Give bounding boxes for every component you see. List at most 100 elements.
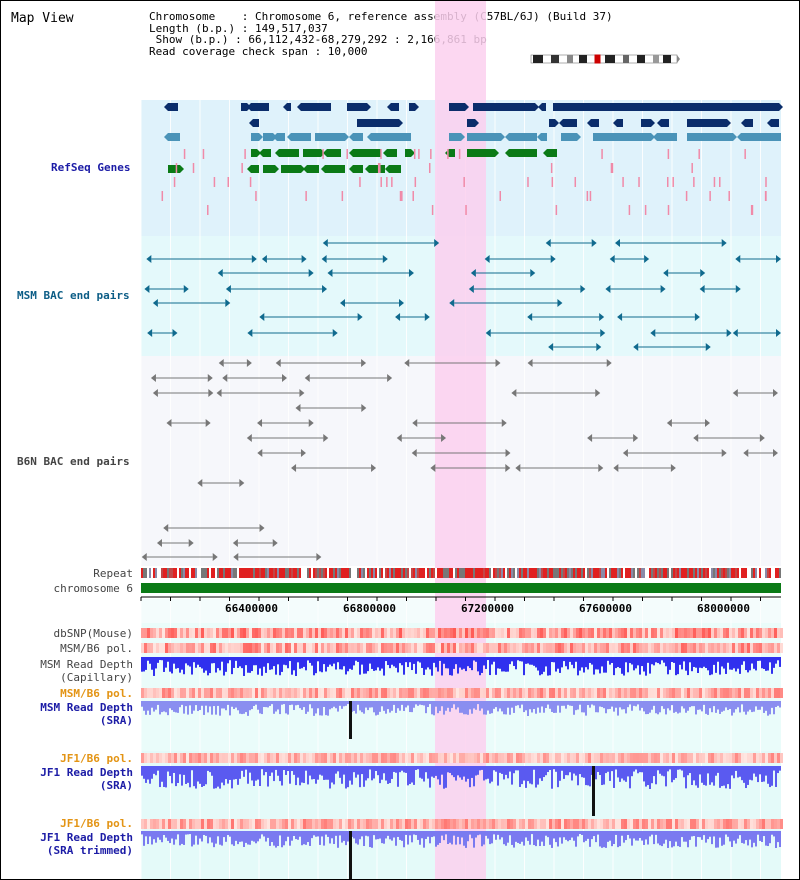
depth-bar xyxy=(669,831,671,842)
heat-cell xyxy=(615,628,618,638)
bac-end xyxy=(527,313,533,321)
dbsnp-label[interactable]: dbSNP(Mouse) xyxy=(53,627,133,640)
gene-tick xyxy=(241,163,243,173)
heat-cell xyxy=(240,819,243,829)
repeat-mark xyxy=(681,568,683,578)
depth-bar xyxy=(489,766,491,784)
heat-cell xyxy=(378,628,381,638)
heat-cell xyxy=(204,688,207,698)
heat-cell xyxy=(156,753,159,763)
msm-depth-sra-label[interactable]: MSM Read Depth xyxy=(40,701,133,714)
heat-cell xyxy=(159,628,162,638)
depth-bar xyxy=(675,701,677,712)
jf1-b6-pol-label-1[interactable]: JF1/B6 pol. xyxy=(60,752,133,765)
depth-bar xyxy=(201,701,203,706)
repeat-mark xyxy=(159,568,161,578)
depth-bar xyxy=(207,831,209,844)
depth-bar xyxy=(567,831,569,842)
depth-bar xyxy=(347,657,349,672)
heat-cell xyxy=(288,628,291,638)
depth-bar xyxy=(381,831,383,844)
heat-cell xyxy=(417,819,420,829)
depth-bar xyxy=(511,657,513,662)
heat-cell xyxy=(513,688,516,698)
msm-bac-label[interactable]: MSM BAC end pairs xyxy=(17,289,130,302)
repeat-mark xyxy=(483,568,485,578)
jf1-depth-sra-label[interactable]: JF1 Read Depth xyxy=(40,766,133,779)
heat-cell xyxy=(444,688,447,698)
bac-end xyxy=(163,524,169,532)
depth-bar xyxy=(303,766,305,784)
heat-cell xyxy=(276,628,279,638)
depth-bar xyxy=(631,701,633,711)
heat-cell xyxy=(279,628,282,638)
heat-cell xyxy=(333,819,336,829)
heat-cell xyxy=(318,753,321,763)
heat-cell xyxy=(306,819,309,829)
depth-bar xyxy=(673,701,675,713)
gene-feature xyxy=(263,149,271,157)
repeat-label[interactable]: Repeat xyxy=(93,567,133,580)
repeat-mark xyxy=(287,568,289,578)
bac-end xyxy=(470,269,476,277)
depth-bar xyxy=(605,831,607,848)
repeat-mark xyxy=(679,568,681,578)
heat-cell xyxy=(309,819,312,829)
chromosome-label[interactable]: chromosome 6 xyxy=(53,582,133,595)
depth-bar xyxy=(553,831,555,839)
heat-cell xyxy=(558,643,561,653)
msm-b6-pol-label-2[interactable]: MSM/B6 pol. xyxy=(60,687,133,700)
depth-bar xyxy=(457,766,459,776)
heat-cell xyxy=(363,819,366,829)
heat-cell xyxy=(522,643,525,653)
depth-bar xyxy=(605,657,607,673)
depth-bar xyxy=(333,766,335,785)
depth-bar xyxy=(217,831,219,837)
msm-depth-capillary-label[interactable]: MSM Read Depth xyxy=(40,658,133,671)
repeat-mark xyxy=(211,568,213,578)
repeat-mark xyxy=(553,568,555,578)
gene-tick xyxy=(380,177,382,187)
depth-bar xyxy=(389,657,391,669)
depth-bar xyxy=(475,701,477,710)
refseq-genes-label[interactable]: RefSeq Genes xyxy=(51,161,131,174)
depth-bar xyxy=(255,831,257,844)
b6n-bac-label[interactable]: B6N BAC end pairs xyxy=(17,455,130,468)
depth-bar xyxy=(279,766,281,782)
jf1-depth-trimmed-label[interactable]: JF1 Read Depth xyxy=(40,831,133,844)
depth-bar xyxy=(355,701,357,714)
repeat-mark xyxy=(503,568,505,578)
bac-end xyxy=(152,389,158,397)
heat-cell xyxy=(684,688,687,698)
heat-cell xyxy=(450,643,453,653)
depth-bar xyxy=(469,657,471,668)
depth-bar xyxy=(571,766,573,781)
repeat-mark xyxy=(621,568,623,578)
heat-cell xyxy=(507,819,510,829)
depth-bar xyxy=(375,766,377,772)
heat-cell xyxy=(588,819,591,829)
depth-bar xyxy=(371,657,373,669)
repeat-mark xyxy=(237,568,239,578)
depth-bar xyxy=(605,701,607,714)
msm-b6-pol-label-1[interactable]: MSM/B6 pol. xyxy=(60,642,133,655)
heat-cell xyxy=(267,753,270,763)
heat-cell xyxy=(291,688,294,698)
heat-cell xyxy=(372,628,375,638)
heat-cell xyxy=(153,688,156,698)
gene-arrow xyxy=(543,149,547,157)
depth-bar xyxy=(449,831,451,843)
depth-bar xyxy=(377,831,379,840)
heat-cell xyxy=(384,688,387,698)
depth-bar xyxy=(507,831,509,843)
depth-bar xyxy=(377,701,379,715)
depth-bar xyxy=(281,657,283,672)
bac-end xyxy=(156,539,162,547)
chromosome-ideogram[interactable] xyxy=(529,53,681,65)
depth-bar xyxy=(671,766,673,783)
jf1-b6-pol-label-2[interactable]: JF1/B6 pol. xyxy=(60,817,133,830)
heat-cell xyxy=(708,819,711,829)
depth-bar xyxy=(199,831,201,839)
depth-bar xyxy=(329,701,331,710)
